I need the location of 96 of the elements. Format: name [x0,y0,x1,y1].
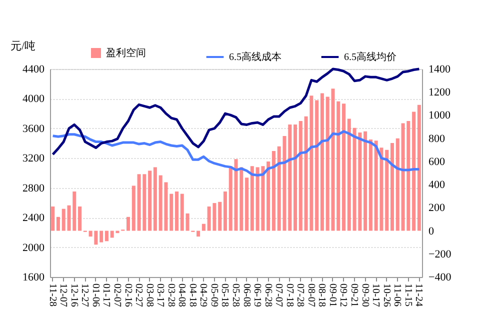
bar [170,194,174,231]
bar [347,118,351,231]
y2-tick-label: −400 [428,272,452,284]
legend-label: 6.5高线成本 [229,51,282,63]
x-tick-label: 08-18 [316,284,328,307]
y-tick-label: 3200 [22,152,45,165]
y2-tick-label: 800 [428,132,446,145]
x-tick-label: 02-16 [122,284,134,307]
x-tick-label: 02-27 [133,284,144,307]
bar [174,191,178,231]
bar [126,216,130,231]
bar [396,138,400,231]
bar [298,121,302,231]
bar [417,104,421,231]
y-tick-label: 2000 [22,242,45,254]
x-tick-label: 08-07 [305,284,316,307]
bar [218,202,222,231]
bar [320,93,324,231]
y-tick-label: 2800 [22,182,45,194]
x-tick-label: 05-28 [230,284,241,307]
x-tick-label: 09-21 [348,284,360,307]
bar [196,230,200,237]
x-tick-label: 11-06 [392,284,403,306]
bar [56,216,60,231]
x-tick-label: 09-01 [326,284,338,307]
bar [250,166,254,231]
bar [186,213,190,231]
bar [100,230,104,242]
y2-tick-label: 400 [428,179,446,192]
bar [294,124,298,231]
bar [72,191,76,231]
x-tick-label: 04-29 [198,284,209,307]
line-series [52,68,420,156]
bar [132,186,136,231]
bar [51,206,55,231]
x-tick-label: 04-08 [176,284,188,307]
line-series [52,130,420,176]
x-tick-label: 01-06 [90,284,101,307]
bar [104,230,108,242]
bar [180,194,184,231]
x-tick-label: 05-09 [208,284,220,307]
x-tick-label: 02-07 [111,284,122,307]
y-tick-label: 4400 [22,64,45,76]
y-tick-label: 1600 [22,272,45,284]
x-tick-label: 01-17 [100,284,112,307]
bar [390,142,394,231]
y-tick-label: 4000 [22,93,45,106]
x-tick-label: 09-30 [359,284,370,307]
x-tick-label: 11-28 [46,284,58,306]
bar [385,150,389,231]
x-tick-label: 06-28 [262,284,274,307]
x-tick-label: 07-18 [284,284,295,307]
x-tick-label: 03-17 [154,284,166,307]
x-tick-label: 03-08 [144,284,155,307]
x-tick-label: 07-28 [294,284,306,307]
x-tick-label: 12-07 [58,284,69,307]
bar [202,224,206,231]
y-tick-label: 2400 [22,212,45,224]
bar [153,167,157,231]
bar [336,101,340,231]
bar [245,178,249,231]
x-tick-label: 12-16 [68,284,80,307]
x-tick-label: 09-12 [338,284,349,307]
y2-tick-label: 200 [428,202,446,214]
bar [223,191,227,231]
x-tick-label: 04-18 [186,284,198,307]
bar [368,139,372,231]
y2-tick-label: 1200 [428,86,451,99]
legend-label: 6.5高线均价 [344,51,396,63]
y-axis-title: 元/吨 [10,40,36,52]
x-tick-label: 03-28 [165,284,176,307]
bar [78,206,82,231]
bar [364,131,368,231]
x-tick-label: 11-24 [413,284,424,306]
x-tick-label: 11-15 [402,284,414,306]
x-tick-label: 05-18 [219,284,230,307]
y2-tick-label: 0 [428,225,434,238]
bar [266,161,270,231]
bar [412,112,416,231]
x-tick-label: 07-07 [273,284,284,307]
y2-tick-label: 600 [428,156,446,168]
bar [342,104,346,231]
y-tick-label: 3600 [22,122,45,135]
x-tick-label: 06-08 [240,284,252,307]
bar [272,151,276,231]
x-tick-label: 06-19 [252,284,263,307]
x-tick-label: 12-27 [79,284,90,307]
y2-tick-label: 1000 [428,110,451,122]
bar [148,170,152,231]
bar [315,100,319,231]
y2-tick-label: −200 [428,248,452,260]
x-tick-label: 10-17 [370,284,382,307]
y2-tick-label: 1400 [428,64,451,76]
bar [288,124,292,231]
x-tick-label: 10-26 [380,284,392,307]
legend-label: 盈利空间 [106,47,146,59]
